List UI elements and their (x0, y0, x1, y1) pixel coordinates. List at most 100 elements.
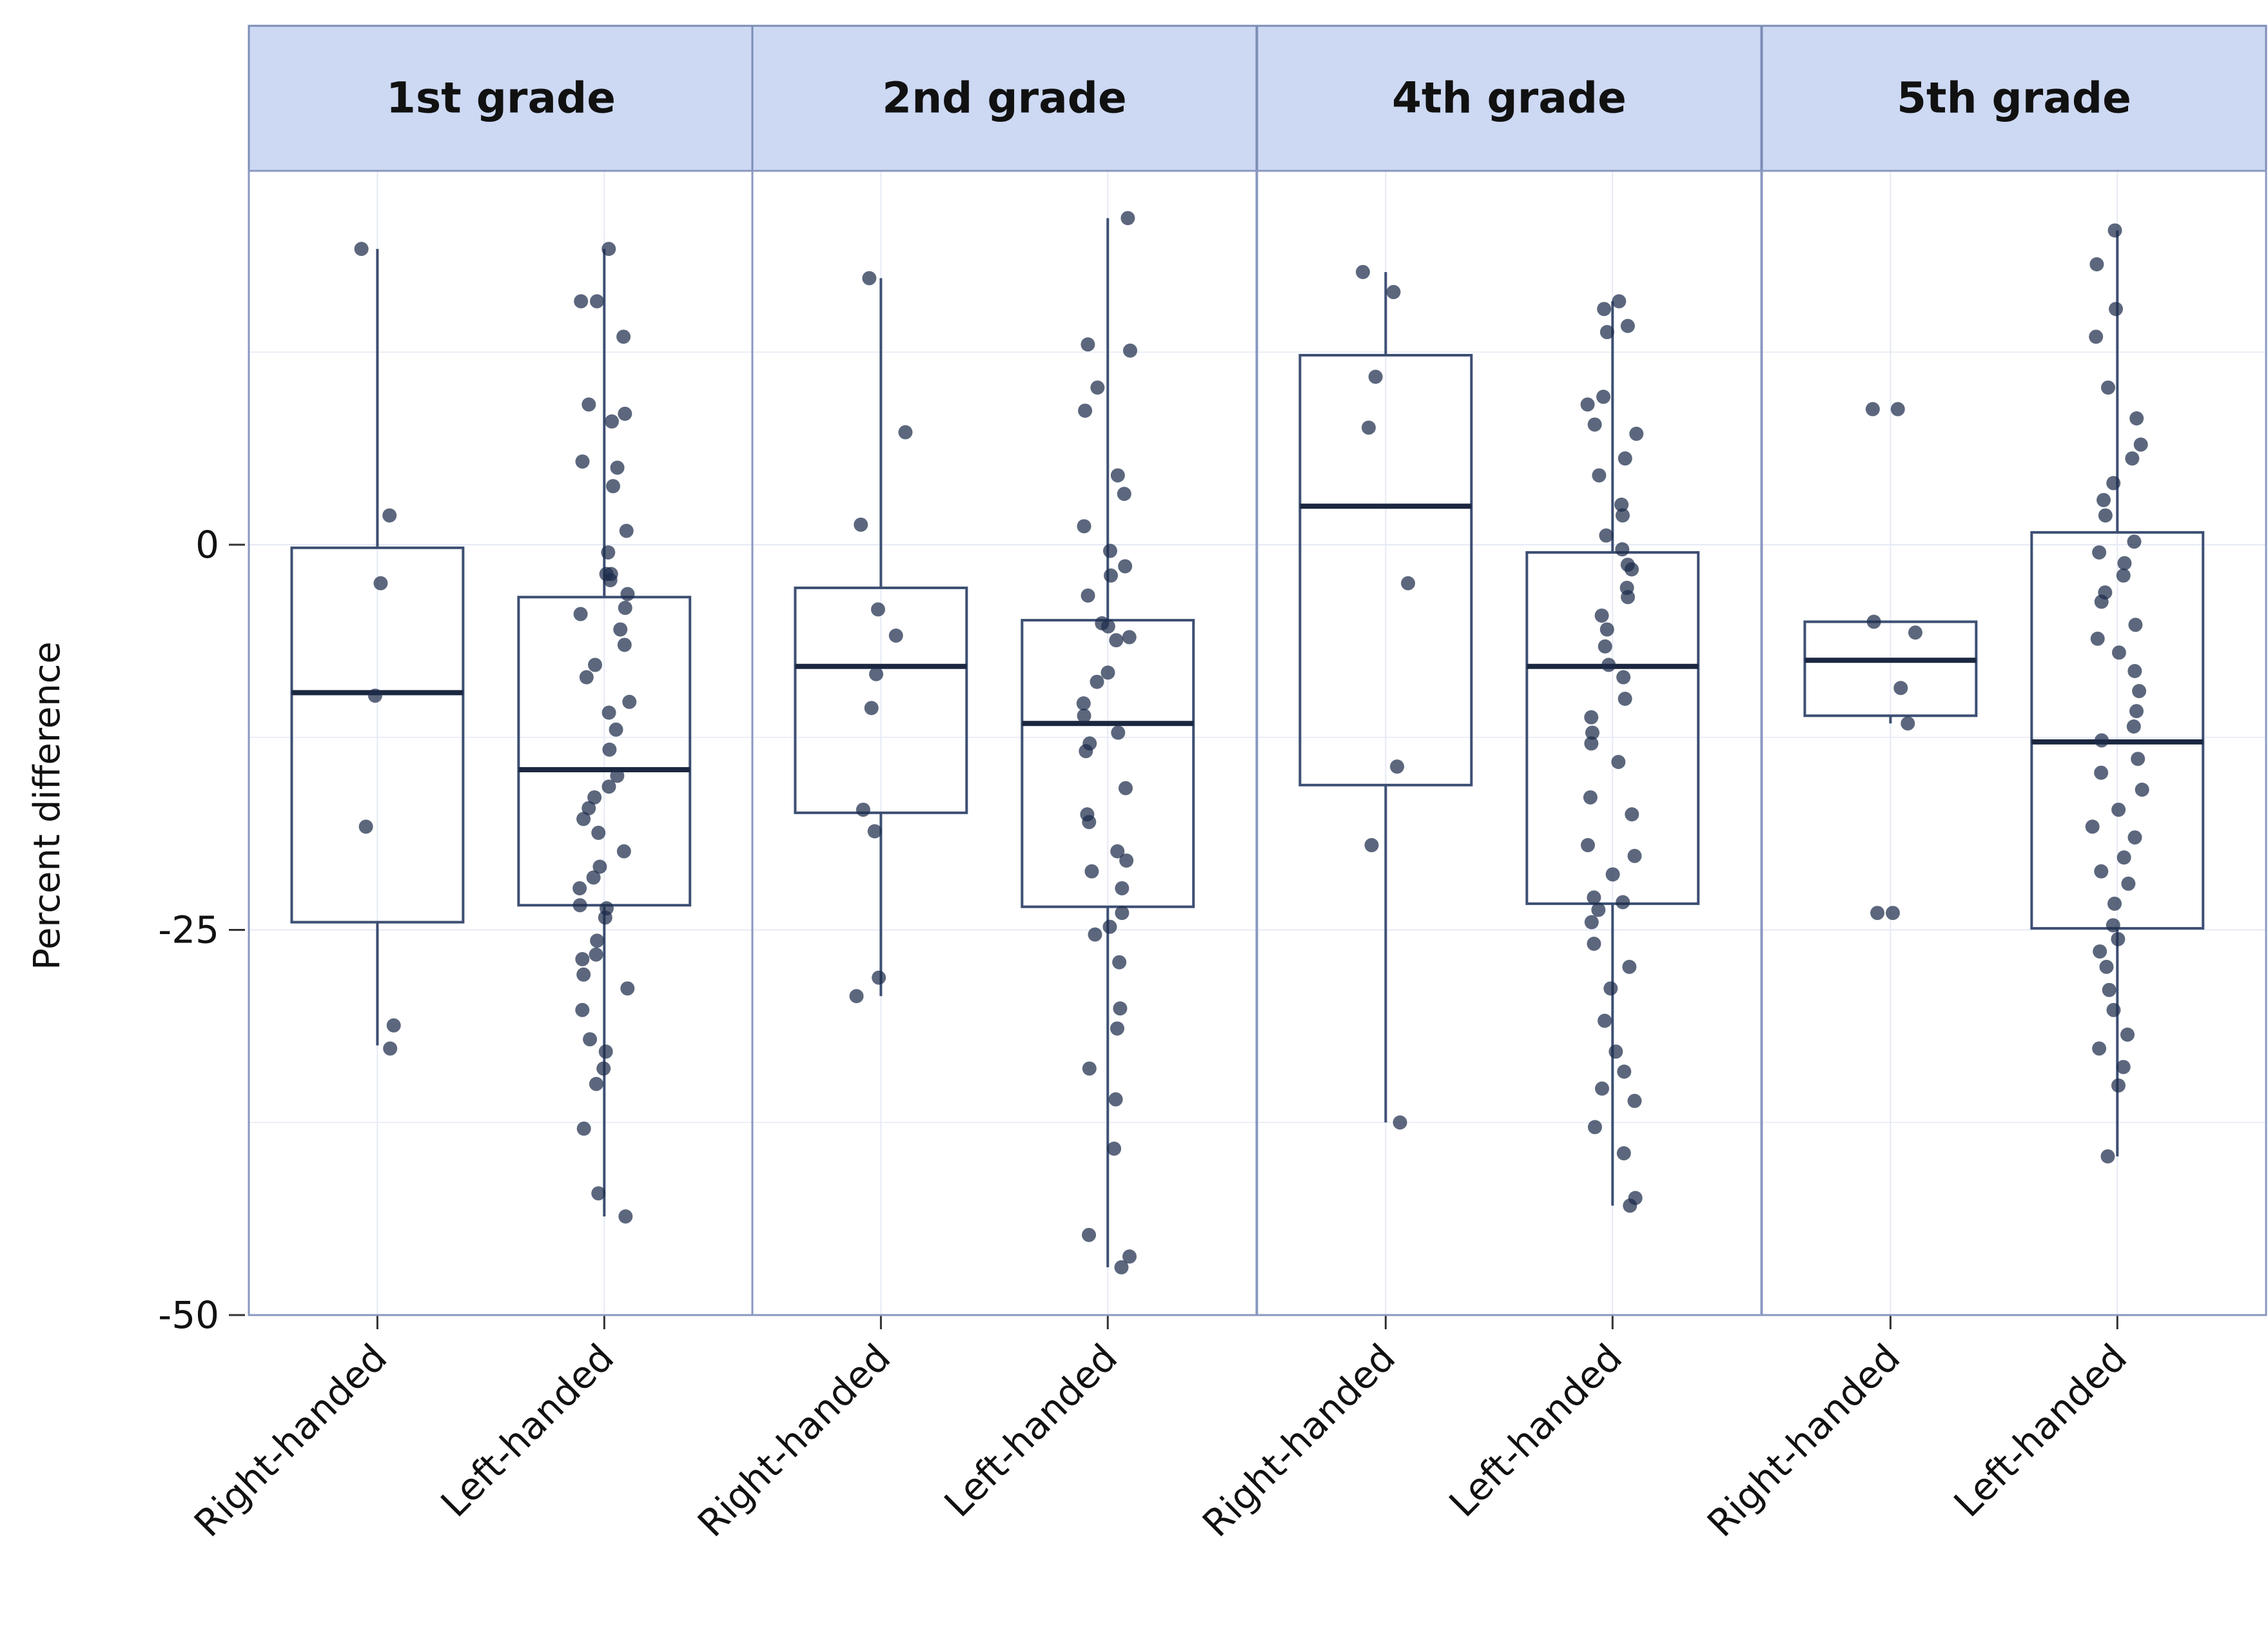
data-point (386, 1018, 401, 1033)
data-point (1621, 590, 1636, 605)
panel-border (1761, 170, 2267, 1316)
data-point (1386, 285, 1401, 300)
data-point (1587, 1120, 1602, 1135)
x-tick-label: Right-handed (1194, 1336, 1403, 1545)
data-point (1618, 692, 1632, 706)
data-point (592, 859, 607, 874)
data-point (1592, 468, 1607, 483)
data-point (1596, 389, 1611, 404)
data-point (574, 294, 589, 309)
data-point (601, 779, 616, 794)
data-point (1616, 895, 1630, 910)
data-point (617, 638, 632, 652)
data-point (1362, 420, 1376, 435)
data-point (2117, 556, 2132, 571)
data-point (2090, 631, 2105, 646)
data-point (1102, 919, 1117, 934)
data-point (871, 602, 886, 617)
data-point (587, 790, 602, 805)
x-tick-label: Right-handed (689, 1336, 899, 1545)
data-point (1077, 708, 1091, 723)
data-point (2126, 719, 2141, 734)
data-point (1114, 1260, 1129, 1274)
data-point (1598, 1013, 1612, 1028)
x-tick-label: Left-handed (433, 1336, 622, 1525)
data-point (1629, 426, 1644, 441)
data-point (1587, 937, 1601, 951)
data-point (1117, 487, 1131, 502)
data-point (1605, 867, 1620, 882)
panel-background (249, 171, 753, 1315)
x-tick-label: Left-handed (1441, 1336, 1630, 1525)
data-point (1110, 1021, 1124, 1036)
data-point (1364, 838, 1379, 853)
y-tick-label: -25 (158, 908, 219, 952)
data-point (1080, 337, 1095, 352)
data-point (583, 1032, 598, 1047)
data-point (1617, 1064, 1632, 1079)
box-iqr (1525, 551, 1700, 905)
data-point (572, 881, 587, 895)
data-point (1123, 343, 1138, 358)
data-point (1107, 1141, 1122, 1156)
data-point (1611, 754, 1626, 769)
data-point (1080, 588, 1095, 603)
data-point (2089, 257, 2104, 272)
data-point (864, 701, 879, 716)
data-point (598, 910, 612, 925)
panel-4: 5th grade Right-handed Left-handed (1699, 24, 2267, 1545)
box-group-left-handed (517, 242, 692, 1224)
data-point (2094, 733, 2109, 748)
data-point (1584, 915, 1599, 930)
data-point (2127, 534, 2142, 549)
data-point (1102, 543, 1117, 558)
data-point (1597, 302, 1612, 317)
data-point (589, 1077, 603, 1091)
data-point (2092, 1041, 2107, 1056)
data-point (1079, 744, 1093, 759)
data-point (601, 545, 616, 560)
data-point (354, 242, 369, 257)
data-point (2106, 918, 2120, 933)
data-point (582, 801, 596, 815)
data-point (1076, 696, 1091, 711)
data-point (1581, 838, 1596, 853)
data-point (2125, 451, 2140, 466)
data-point (616, 329, 631, 344)
data-point (2133, 437, 2148, 452)
data-point (1890, 402, 1905, 416)
data-point (618, 1209, 633, 1224)
data-point (1587, 417, 1602, 432)
facet-strip (248, 24, 754, 172)
y-axis-label: Percent difference (26, 641, 68, 970)
data-point (2098, 508, 2113, 523)
data-point (1401, 576, 1416, 590)
data-point (598, 1044, 613, 1059)
data-point (2099, 959, 2114, 974)
data-point (1115, 881, 1129, 895)
data-point (573, 607, 588, 621)
data-point (1870, 906, 1885, 921)
data-point (898, 425, 913, 440)
data-point (2135, 783, 2149, 797)
data-point (2107, 896, 2122, 911)
data-point (610, 768, 625, 783)
data-point (601, 242, 616, 257)
data-point (1090, 674, 1104, 689)
data-point (1599, 528, 1614, 543)
data-point (2131, 752, 2146, 766)
data-point (1078, 404, 1093, 418)
box-group-right-handed (290, 242, 465, 1056)
data-point (1368, 369, 1383, 384)
data-point (2128, 618, 2143, 632)
data-point (2093, 944, 2107, 959)
data-point (1612, 294, 1627, 309)
data-point (1077, 519, 1091, 534)
facet-title: 1st grade (386, 73, 616, 123)
data-point (2111, 645, 2126, 660)
facet-strip (751, 24, 1258, 172)
data-point (1119, 781, 1133, 795)
box-iqr (1803, 620, 1978, 717)
data-point (1599, 622, 1614, 637)
data-point (586, 870, 601, 885)
